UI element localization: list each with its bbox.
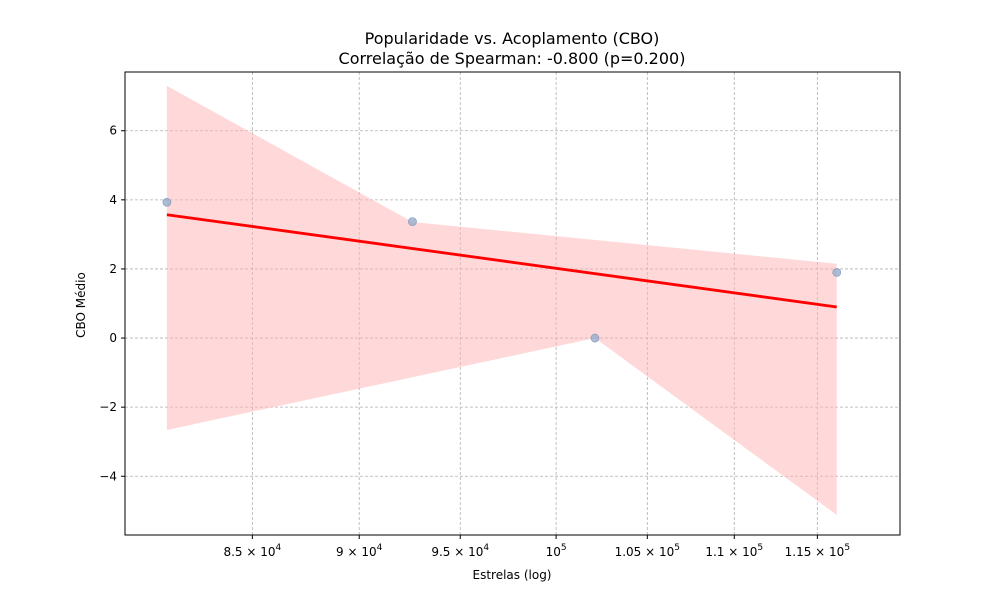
scatter-points-layer [162, 197, 842, 343]
y-tick-label: 6 [109, 124, 117, 138]
x-tick-label: 8.5 × 104 [223, 543, 281, 559]
plot-frame [124, 71, 901, 536]
x-axis-label: Estrelas (log) [472, 568, 551, 582]
y-axis-label: CBO Médio [74, 272, 88, 338]
confidence-band [166, 85, 837, 515]
y-tick-label: −4 [99, 469, 117, 483]
x-tick-label: 9.5 × 104 [431, 543, 489, 559]
x-tick-label: 1.05 × 105 [615, 543, 680, 559]
data-point [408, 217, 417, 227]
regression-line-layer [166, 213, 837, 309]
data-point [162, 197, 172, 207]
x-tick-label: 1.15 × 105 [785, 543, 850, 559]
tick-labels: 8.5 × 104 9 × 104 9.5 × 104 105 1.05 × 105 1.… [99, 124, 850, 559]
y-tick-label: 4 [109, 193, 117, 207]
y-tick-label: −2 [99, 400, 117, 414]
confidence-band-layer [166, 85, 837, 515]
chart-subtitle: Correlação de Spearman: -0.800 (p=0.200) [339, 49, 686, 68]
chart-title: Popularidade vs. Acoplamento (CBO) [365, 29, 660, 48]
x-tick-label: 1.1 × 105 [705, 543, 763, 559]
data-point [832, 268, 842, 277]
x-tick-label: 105 [546, 543, 567, 559]
regression-line [166, 213, 837, 309]
axes [121, 71, 901, 539]
x-tick-label: 9 × 104 [336, 543, 383, 559]
y-tick-label: 2 [109, 262, 117, 276]
data-point [590, 333, 600, 343]
y-tick-label: 0 [109, 331, 117, 345]
